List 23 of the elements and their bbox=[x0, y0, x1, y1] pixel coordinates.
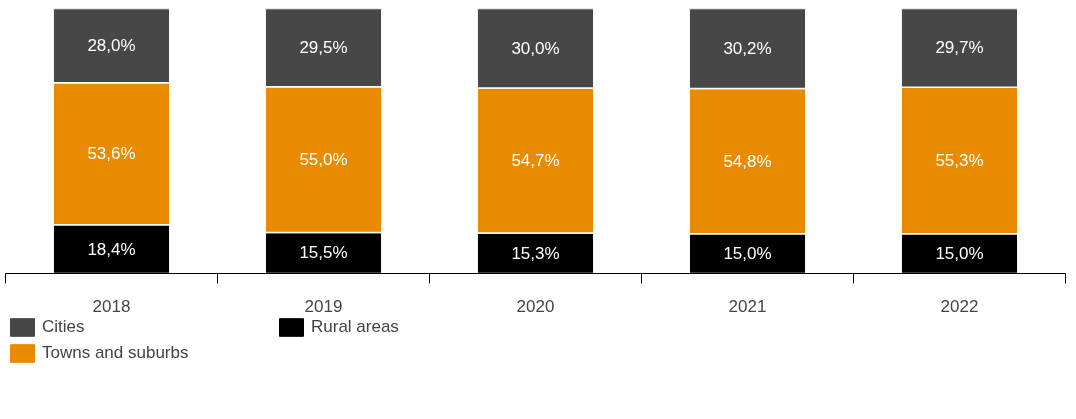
data-label: 15,0% bbox=[723, 244, 772, 264]
x-tick-label: 2019 bbox=[304, 296, 343, 316]
data-label: 29,7% bbox=[935, 38, 984, 58]
data-label: 53,6% bbox=[87, 144, 136, 164]
data-label: 18,4% bbox=[87, 239, 136, 259]
x-tick-label: 2020 bbox=[516, 296, 555, 316]
legend-label: Towns and suburbs bbox=[42, 343, 190, 363]
data-label: 55,0% bbox=[299, 150, 348, 170]
legend-label: Cities bbox=[42, 317, 86, 337]
data-label: 15,3% bbox=[511, 243, 560, 263]
data-label: 28,0% bbox=[87, 36, 136, 56]
data-label: 30,0% bbox=[511, 38, 560, 58]
data-label: 15,5% bbox=[299, 243, 348, 263]
data-label: 15,0% bbox=[935, 244, 984, 264]
legend-label: Rural areas bbox=[311, 317, 400, 337]
x-tick-label: 2018 bbox=[92, 296, 131, 316]
x-tick-label: 2022 bbox=[940, 296, 979, 316]
data-label: 30,2% bbox=[723, 39, 772, 59]
data-label: 29,5% bbox=[299, 38, 348, 58]
data-label: 55,3% bbox=[935, 150, 984, 170]
x-tick-label: 2021 bbox=[728, 296, 767, 316]
data-label: 54,7% bbox=[511, 150, 560, 170]
data-label: 54,8% bbox=[723, 151, 772, 171]
